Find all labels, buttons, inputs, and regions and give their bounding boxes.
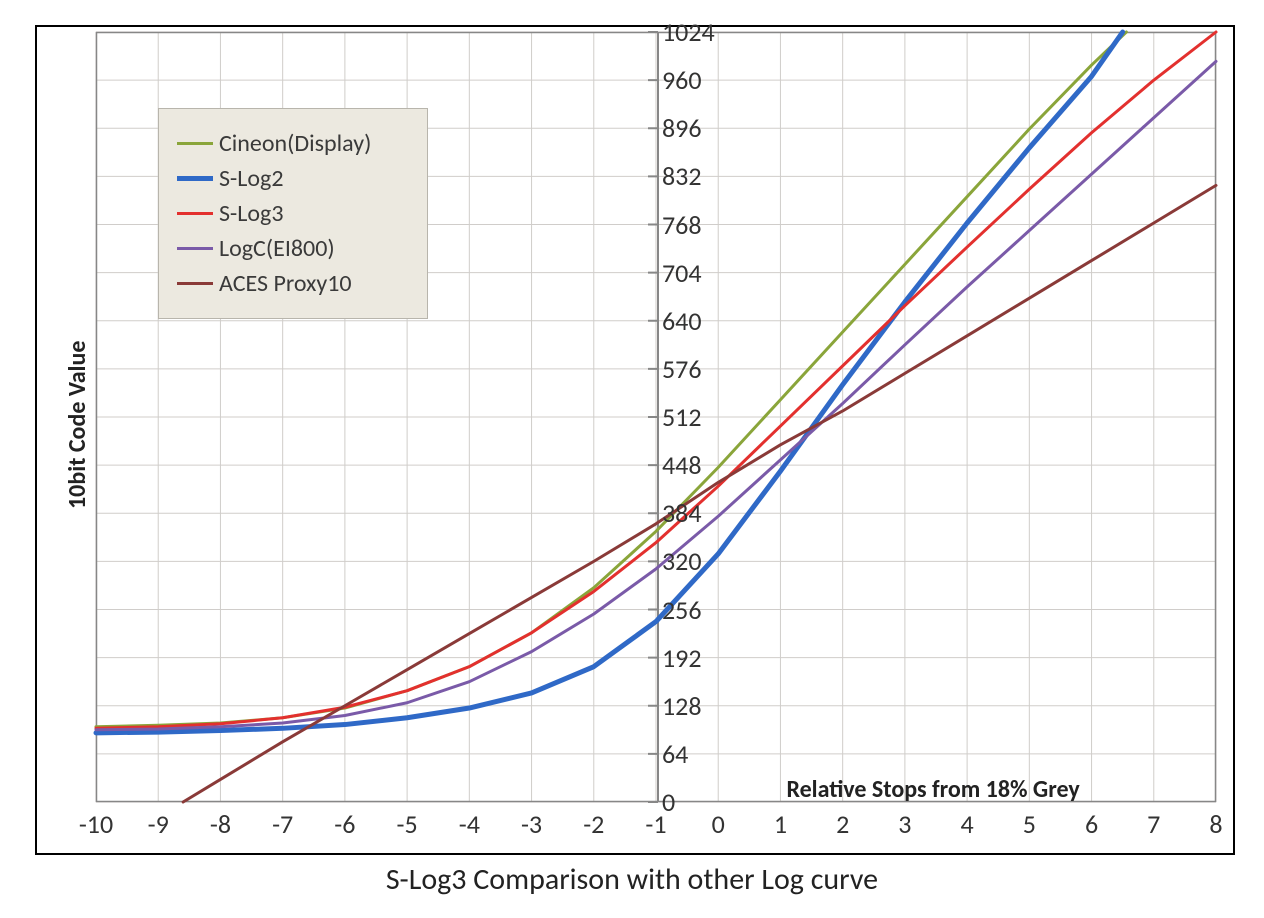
x-tick-label: 6 [1085,808,1098,840]
figure-caption: S-Log3 Comparison with other Log curve [0,861,1264,898]
x-tick-label: 3 [898,808,911,840]
legend-label: S-Log3 [219,199,283,228]
x-tick-label: -4 [459,808,480,840]
legend-item: ACES Proxy10 [177,269,405,298]
y-tick-label: 384 [662,497,702,529]
x-tick-label: -2 [583,808,604,840]
y-tick-label: 704 [662,257,702,289]
x-tick-label: 8 [1209,808,1222,840]
legend-item: S-Log3 [177,199,405,228]
x-tick-label: 5 [1023,808,1036,840]
legend-item: Cineon(Display) [177,129,405,158]
y-tick-label: 128 [662,690,702,722]
x-tick-label: -7 [272,808,293,840]
y-tick-label: 960 [662,64,702,96]
x-tick-label: -10 [79,808,113,840]
x-tick-label: 4 [961,808,974,840]
x-tick-label: 7 [1147,808,1160,840]
y-tick-label: 832 [662,160,702,192]
y-tick-label: 192 [662,642,702,674]
y-tick-label: 1024 [662,16,715,48]
y-tick-label: 512 [662,401,702,433]
x-tick-label: 1 [774,808,787,840]
x-tick-label: 2 [836,808,849,840]
y-tick-label: 64 [662,738,688,770]
legend-swatch [177,212,213,215]
x-tick-label: -8 [210,808,231,840]
legend-swatch [177,142,213,145]
x-tick-label: -9 [148,808,169,840]
y-tick-label: 256 [662,594,702,626]
x-tick-label: -5 [397,808,418,840]
y-tick-label: 448 [662,449,702,481]
legend-label: Cineon(Display) [219,129,371,158]
y-tick-label: 640 [662,305,702,337]
legend-label: ACES Proxy10 [219,269,352,298]
legend-box: Cineon(Display) S-Log2 S-Log3 LogC(EI800) AC… [158,108,428,319]
figure-root: 10bit Code Value Relative Stops from 18%… [0,0,1264,918]
x-tick-label: -1 [645,808,666,840]
legend-swatch [177,247,213,250]
y-tick-label: 896 [662,112,702,144]
legend-item: S-Log2 [177,164,405,193]
legend-item: LogC(EI800) [177,234,405,263]
legend-swatch [177,282,213,285]
y-tick-label: 320 [662,545,702,577]
legend-label: LogC(EI800) [219,234,335,263]
x-tick-label: -3 [521,808,542,840]
legend-label: S-Log2 [219,164,283,193]
x-tick-label: -6 [334,808,355,840]
y-axis-title: 10bit Code Value [63,341,92,509]
y-tick-label: 576 [662,353,702,385]
legend-swatch [177,176,213,181]
y-tick-label: 768 [662,209,702,241]
x-axis-title: Relative Stops from 18% Grey [786,775,1079,804]
x-tick-label: 0 [712,808,725,840]
